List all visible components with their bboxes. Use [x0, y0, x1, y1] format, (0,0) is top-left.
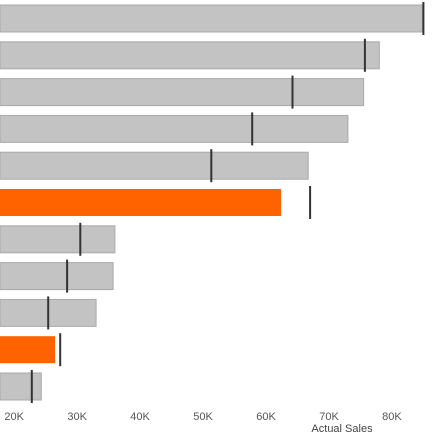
bar — [0, 4, 423, 33]
bar — [0, 262, 114, 291]
highlighted-bar — [0, 336, 56, 364]
bar — [0, 78, 365, 107]
x-axis-ticks: 20K 30K 40K 50K 60K 70K 80K — [4, 411, 402, 423]
x-tick-label: 30K — [67, 411, 87, 423]
x-tick-label: 20K — [4, 411, 24, 423]
highlighted-bar — [0, 189, 282, 216]
bar — [0, 41, 380, 70]
target-markers-layer — [30, 2, 425, 403]
x-tick-label: 60K — [256, 411, 276, 423]
bars-layer — [0, 4, 423, 401]
bar — [0, 372, 42, 401]
bar — [0, 225, 116, 254]
bar — [0, 114, 349, 143]
x-axis-title: Actual Sales — [311, 423, 373, 435]
x-tick-label: 80K — [382, 411, 402, 423]
x-tick-label: 40K — [130, 411, 150, 423]
bar — [0, 151, 309, 180]
x-tick-label: 70K — [319, 411, 339, 423]
x-tick-label: 50K — [193, 411, 213, 423]
